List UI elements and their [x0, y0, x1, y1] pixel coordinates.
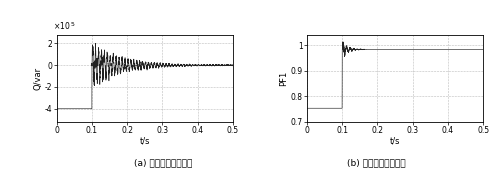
Text: 5: 5 — [71, 22, 74, 27]
Text: (a) 系统基波无功功率: (a) 系统基波无功功率 — [134, 158, 192, 167]
Text: $\times$10: $\times$10 — [53, 20, 71, 31]
X-axis label: t/s: t/s — [140, 136, 150, 145]
Y-axis label: PF1: PF1 — [279, 71, 288, 86]
Y-axis label: Q/var: Q/var — [33, 67, 42, 90]
X-axis label: t/s: t/s — [390, 136, 400, 145]
Text: (b) 系统基波功率因数: (b) 系统基波功率因数 — [347, 158, 406, 167]
